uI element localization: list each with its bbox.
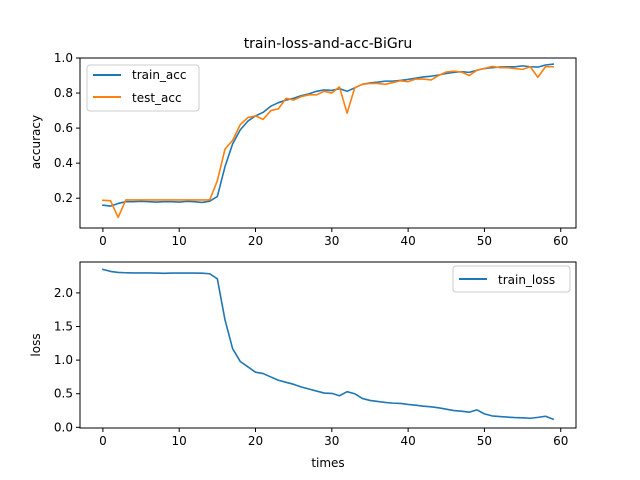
accuracy-y-tick-label-0-8: 0.8	[54, 86, 73, 100]
accuracy-x-tick-label-50: 50	[477, 234, 492, 248]
accuracy-y-tick-label-1-0: 1.0	[54, 51, 73, 65]
accuracy-x-tick-label-40: 40	[400, 234, 415, 248]
loss-y-tick-label-1-0: 1.0	[54, 353, 73, 367]
accuracy-legend-box	[86, 64, 200, 112]
legend-label-test-acc: test_acc	[132, 91, 182, 105]
loss-y-tick-label-0-5: 0.5	[54, 387, 73, 401]
loss-series	[101, 268, 555, 421]
accuracy-subplot: train-loss-and-acc-BiGru accuracy 0 10 20 3…	[29, 36, 577, 248]
loss-ticks: 0 10 20 30 40 50 60 0.0 0.5 1.0 1.5 2.0	[54, 286, 568, 448]
series-line-train-loss	[101, 268, 555, 421]
x-axis-label-times: times	[311, 456, 344, 470]
y-axis-label-loss: loss	[29, 333, 43, 356]
accuracy-legend: train_acc test_acc	[86, 64, 200, 112]
legend-label-train-acc: train_acc	[132, 68, 186, 82]
accuracy-ticks: 0 10 20 30 40 50 60 0.2 0.4 0.6 0.8 1.0	[54, 51, 568, 248]
series-line-test-acc	[102, 65, 554, 219]
accuracy-x-tick-label-10: 10	[172, 234, 187, 248]
loss-x-tick-label-10: 10	[172, 434, 187, 448]
accuracy-y-tick-label-0-6: 0.6	[54, 121, 73, 135]
loss-y-tick-label-0-0: 0.0	[54, 420, 73, 434]
legend-label-train-loss: train_loss	[498, 273, 555, 287]
loss-y-tick-label-1-5: 1.5	[54, 320, 73, 334]
loss-y-tick-label-2-0: 2.0	[54, 286, 73, 300]
loss-x-tick-label-20: 20	[248, 434, 263, 448]
loss-x-tick-label-0: 0	[99, 434, 107, 448]
accuracy-series	[102, 63, 554, 219]
loss-x-tick-label-40: 40	[400, 434, 415, 448]
loss-legend-box	[452, 265, 571, 293]
accuracy-x-tick-label-0: 0	[99, 234, 107, 248]
accuracy-x-tick-label-20: 20	[248, 234, 263, 248]
loss-axes-frame	[79, 261, 577, 429]
chart-title: train-loss-and-acc-BiGru	[244, 36, 413, 52]
loss-subplot: times loss 0 10 20 30 40 50 600.00.51.01.52.0 …	[29, 261, 577, 470]
accuracy-y-tick-label-0-4: 0.4	[54, 156, 73, 170]
loss-legend: train_loss	[452, 265, 571, 293]
loss-x-tick-label-30: 30	[324, 434, 339, 448]
loss-x-tick-label-50: 50	[477, 434, 492, 448]
accuracy-axes-frame	[79, 57, 577, 229]
accuracy-x-tick-label-60: 60	[553, 234, 568, 248]
accuracy-x-tick-label-30: 30	[324, 234, 339, 248]
loss-x-tick-label-60: 60	[553, 434, 568, 448]
y-axis-label-accuracy: accuracy	[29, 115, 43, 169]
accuracy-y-tick-label-0-2: 0.2	[54, 191, 73, 205]
